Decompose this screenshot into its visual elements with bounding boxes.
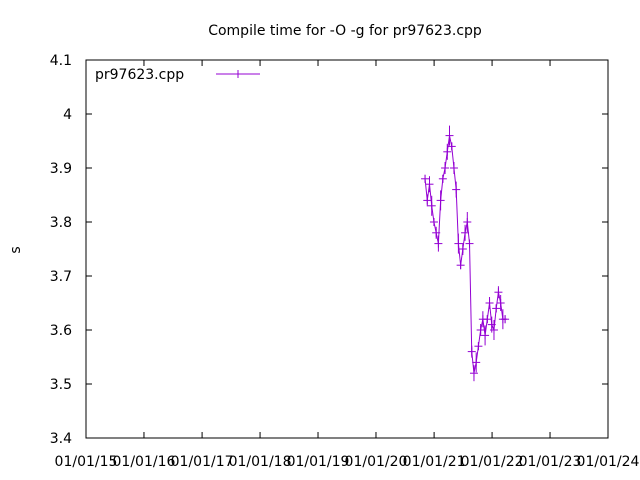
x-tick-label: 01/01/23 (519, 454, 582, 470)
y-tick-label: 4.1 (50, 53, 72, 69)
data-point (481, 325, 490, 346)
data-point (425, 176, 434, 193)
x-tick-label: 01/01/15 (55, 454, 118, 470)
data-point (443, 143, 452, 160)
data-point (494, 286, 503, 299)
data-point (436, 190, 445, 211)
legend-label: pr97623.cpp (95, 67, 184, 83)
data-point (476, 324, 485, 336)
data-point (456, 261, 465, 270)
y-tick-label: 3.9 (50, 161, 72, 177)
data-point (496, 295, 505, 311)
series-layer (421, 125, 510, 382)
y-tick-label: 3.7 (50, 269, 72, 285)
data-point (469, 365, 478, 382)
data-point (452, 181, 461, 198)
x-tick-label: 01/01/20 (345, 454, 408, 470)
legend: pr97623.cpp (95, 67, 260, 83)
data-point (434, 235, 443, 252)
y-tick-label: 4 (63, 107, 72, 123)
data-point (429, 218, 438, 226)
data-point (467, 345, 476, 358)
x-tick-label: 01/01/22 (461, 454, 524, 470)
data-point (454, 233, 463, 254)
data-point (472, 352, 481, 373)
plot-frame (85, 59, 609, 439)
data-point (465, 239, 474, 248)
data-point (483, 315, 492, 324)
data-point (441, 162, 450, 174)
data-point (427, 195, 436, 216)
data-point (438, 174, 447, 183)
y-axis: 3.4 3.5 3.6 3.7 3.8 3.9 4 4.1 (50, 53, 608, 447)
x-tick-label: 01/01/17 (171, 454, 234, 470)
data-point (474, 342, 483, 351)
y-tick-label: 3.5 (50, 377, 72, 393)
chart-title: Compile time for -O -g for pr97623.cpp (208, 23, 482, 39)
y-tick-label: 3.4 (50, 431, 72, 447)
data-point (423, 194, 432, 207)
x-axis: 01/01/1501/01/1601/01/1701/01/1801/01/19… (55, 60, 640, 470)
data-point (461, 224, 470, 241)
data-point (501, 315, 510, 324)
data-point (485, 297, 494, 309)
x-tick-label: 01/01/19 (287, 454, 350, 470)
x-tick-label: 01/01/18 (229, 454, 292, 470)
data-point (492, 304, 501, 313)
x-tick-label: 01/01/21 (403, 454, 466, 470)
x-tick-label: 01/01/24 (577, 454, 640, 470)
data-point (463, 212, 472, 232)
data-point (449, 162, 458, 174)
data-point (432, 226, 441, 239)
x-tick-label: 01/01/16 (113, 454, 176, 470)
data-point (489, 320, 498, 340)
data-point (447, 142, 456, 151)
data-point (445, 125, 454, 146)
legend-marker (234, 70, 242, 78)
data-point (458, 243, 467, 255)
y-axis-label: s (8, 246, 24, 253)
y-tick-label: 3.6 (50, 323, 72, 339)
y-tick-label: 3.8 (50, 215, 72, 231)
data-point (421, 174, 430, 183)
